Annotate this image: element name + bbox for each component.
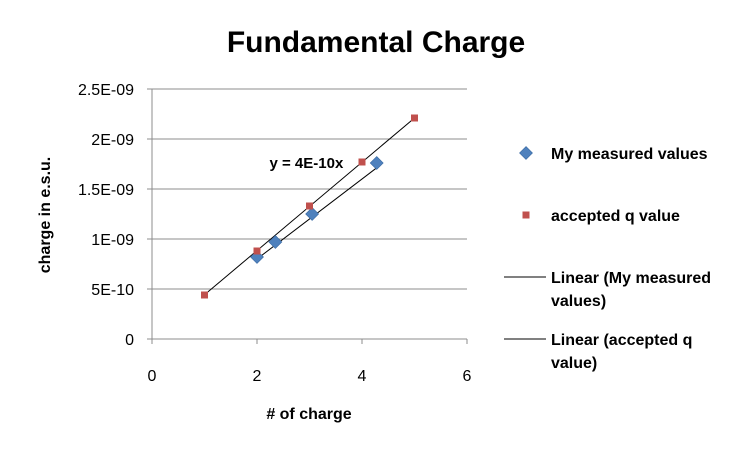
legend-label: Linear (accepted q bbox=[551, 332, 692, 349]
data-point-diamond bbox=[369, 156, 384, 170]
data-point-square bbox=[253, 247, 261, 255]
chart-title: Fundamental Charge bbox=[227, 26, 525, 59]
y-tick-label: 1E-09 bbox=[91, 232, 134, 249]
data-point-diamond bbox=[305, 207, 320, 221]
trendline-equation: y = 4E-10x bbox=[270, 155, 344, 172]
legend-symbol-diamond bbox=[519, 146, 533, 160]
data-point-square bbox=[358, 158, 366, 166]
data-point-square bbox=[201, 291, 208, 299]
legend-label: accepted q value bbox=[551, 208, 680, 225]
y-tick-label: 1.5E-09 bbox=[78, 182, 134, 199]
legend-label: Linear (My measured bbox=[551, 270, 711, 287]
annotations: y = 4E-10x bbox=[270, 155, 344, 172]
x-tick-labels: 0 2 4 6 bbox=[148, 368, 472, 385]
x-tick-label: 6 bbox=[463, 368, 472, 385]
x-tick-label: 0 bbox=[148, 368, 157, 385]
y-tick-label: 5E-10 bbox=[91, 282, 134, 299]
y-tick-label: 2.5E-09 bbox=[78, 82, 134, 99]
y-tick-label: 2E-09 bbox=[91, 132, 134, 149]
data-point-square bbox=[306, 202, 313, 210]
legend-label: values) bbox=[551, 293, 606, 310]
y-tick-label: 0 bbox=[125, 332, 134, 349]
plot-axes bbox=[147, 88, 468, 344]
data-points bbox=[201, 114, 418, 299]
legend-label: value) bbox=[551, 355, 597, 372]
data-point-square bbox=[411, 114, 418, 122]
y-axis-label: charge in e.s.u. bbox=[37, 157, 54, 273]
legend-label: My measured values bbox=[551, 146, 708, 163]
legend: My measured values accepted q value Linear… bbox=[504, 146, 711, 372]
x-axis-label: # of charge bbox=[266, 406, 351, 423]
x-tick-label: 2 bbox=[253, 368, 262, 385]
data-point-diamond bbox=[268, 235, 283, 249]
x-tick-label: 4 bbox=[358, 368, 367, 385]
y-tick-labels: 0 5E-10 1E-09 1.5E-09 2E-09 2.5E-09 bbox=[78, 82, 134, 349]
grid-lines bbox=[152, 88, 467, 290]
legend-symbol-square bbox=[522, 211, 530, 219]
